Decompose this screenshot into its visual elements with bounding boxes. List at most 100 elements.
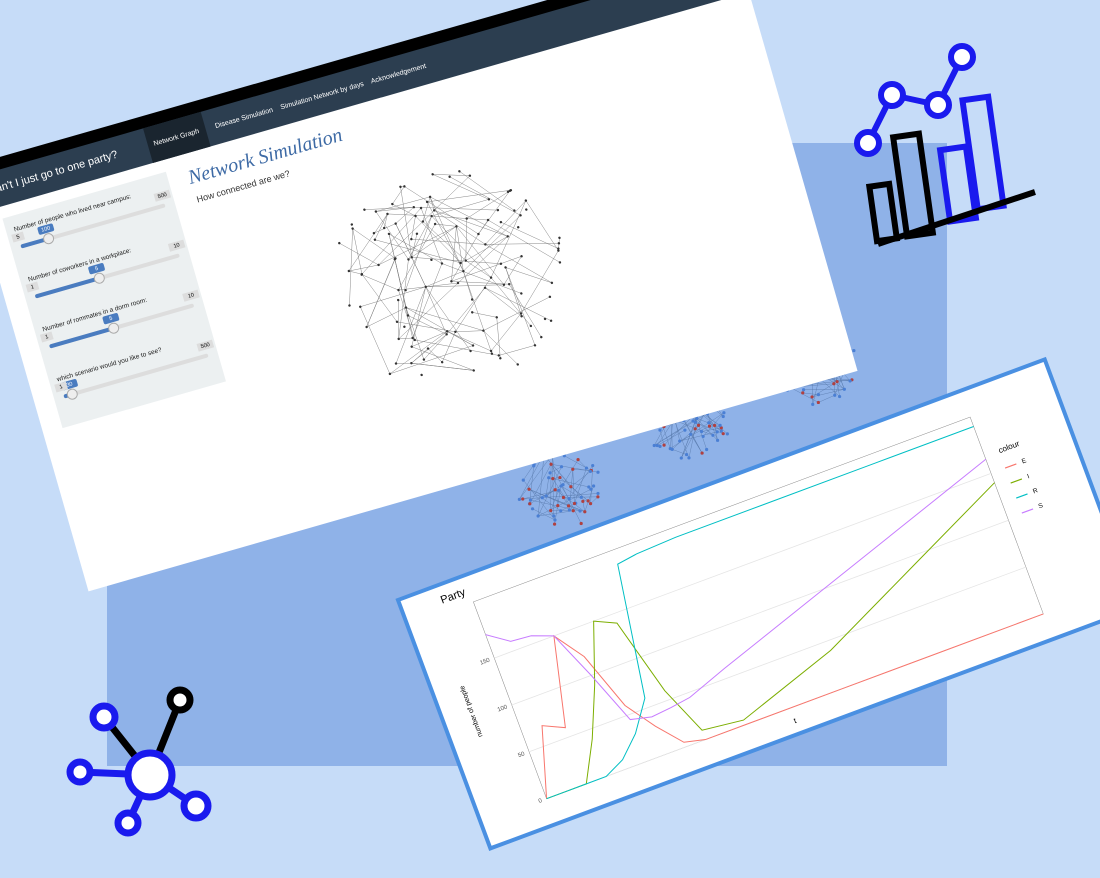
edge [577, 459, 587, 469]
node [718, 423, 722, 427]
node [404, 306, 408, 309]
edge [529, 465, 534, 504]
edge [519, 454, 544, 500]
edge [415, 215, 461, 264]
slider-track [63, 353, 209, 399]
node [397, 298, 400, 302]
node [450, 280, 453, 283]
edge [543, 454, 571, 487]
slider-max: 10 [173, 242, 181, 249]
node [419, 206, 423, 210]
node [852, 348, 856, 353]
edge [803, 389, 845, 390]
node [433, 209, 436, 212]
slider-min-bg [25, 281, 40, 293]
edge [348, 264, 379, 272]
edge [378, 210, 435, 266]
node [397, 288, 400, 292]
slider-handle[interactable] [66, 388, 78, 400]
edge [395, 207, 414, 224]
edge [570, 471, 591, 487]
edge [456, 226, 505, 285]
edge [398, 337, 413, 340]
node [483, 286, 487, 289]
edge [398, 300, 399, 339]
node [360, 272, 364, 276]
edge [375, 196, 431, 212]
series-line [546, 426, 974, 800]
node [519, 214, 522, 217]
node [684, 452, 689, 457]
edge [398, 223, 436, 291]
node [655, 443, 659, 448]
slider-track [20, 203, 166, 249]
node [581, 499, 585, 503]
edge [560, 485, 591, 504]
node [413, 338, 416, 342]
legend-swatch [1021, 508, 1034, 514]
slider-handle[interactable] [93, 272, 105, 284]
node [509, 188, 513, 192]
node [424, 285, 427, 289]
node [707, 424, 712, 428]
edge [412, 263, 443, 339]
node [552, 514, 556, 518]
edge [384, 213, 388, 229]
edge [550, 490, 559, 511]
node [504, 266, 507, 269]
node [497, 354, 500, 357]
node [543, 317, 547, 321]
node [689, 432, 693, 436]
node [431, 173, 434, 176]
node [715, 438, 720, 442]
node [596, 495, 600, 499]
node [711, 433, 715, 437]
node [579, 495, 583, 499]
node [495, 316, 498, 319]
edge [654, 410, 712, 446]
edge [802, 392, 819, 395]
node [721, 432, 725, 436]
node [578, 509, 582, 513]
legend-label: I [1026, 473, 1030, 480]
edge [411, 257, 501, 264]
node [490, 352, 494, 355]
slider-fill [35, 276, 100, 299]
node [394, 362, 398, 365]
node [549, 509, 553, 513]
edge [657, 429, 686, 446]
edge [451, 233, 479, 282]
edge [408, 215, 432, 260]
node [557, 249, 560, 252]
edge [425, 286, 471, 352]
network-icon [66, 686, 212, 837]
y-tick-label: 0 [538, 798, 544, 805]
slider-handle[interactable] [107, 322, 120, 334]
node [472, 369, 475, 372]
node [350, 223, 354, 226]
slider-max-bg [153, 189, 172, 202]
node [407, 258, 410, 261]
edge [413, 206, 498, 211]
edge [425, 286, 447, 335]
edge [431, 215, 492, 278]
slider-min: 1 [59, 384, 64, 391]
node [584, 466, 589, 470]
node [553, 488, 557, 492]
edge [449, 176, 521, 216]
node [521, 497, 525, 501]
slider-handle[interactable] [42, 233, 55, 245]
node [430, 258, 433, 262]
node [486, 218, 490, 222]
node [524, 199, 528, 202]
node [678, 439, 682, 443]
node [547, 476, 551, 480]
edge [483, 296, 550, 331]
edge [389, 331, 448, 375]
edge [679, 425, 710, 442]
edge [525, 200, 559, 251]
legend-label: R [1032, 487, 1039, 495]
node [477, 232, 480, 236]
node [520, 255, 523, 258]
node [548, 471, 552, 475]
